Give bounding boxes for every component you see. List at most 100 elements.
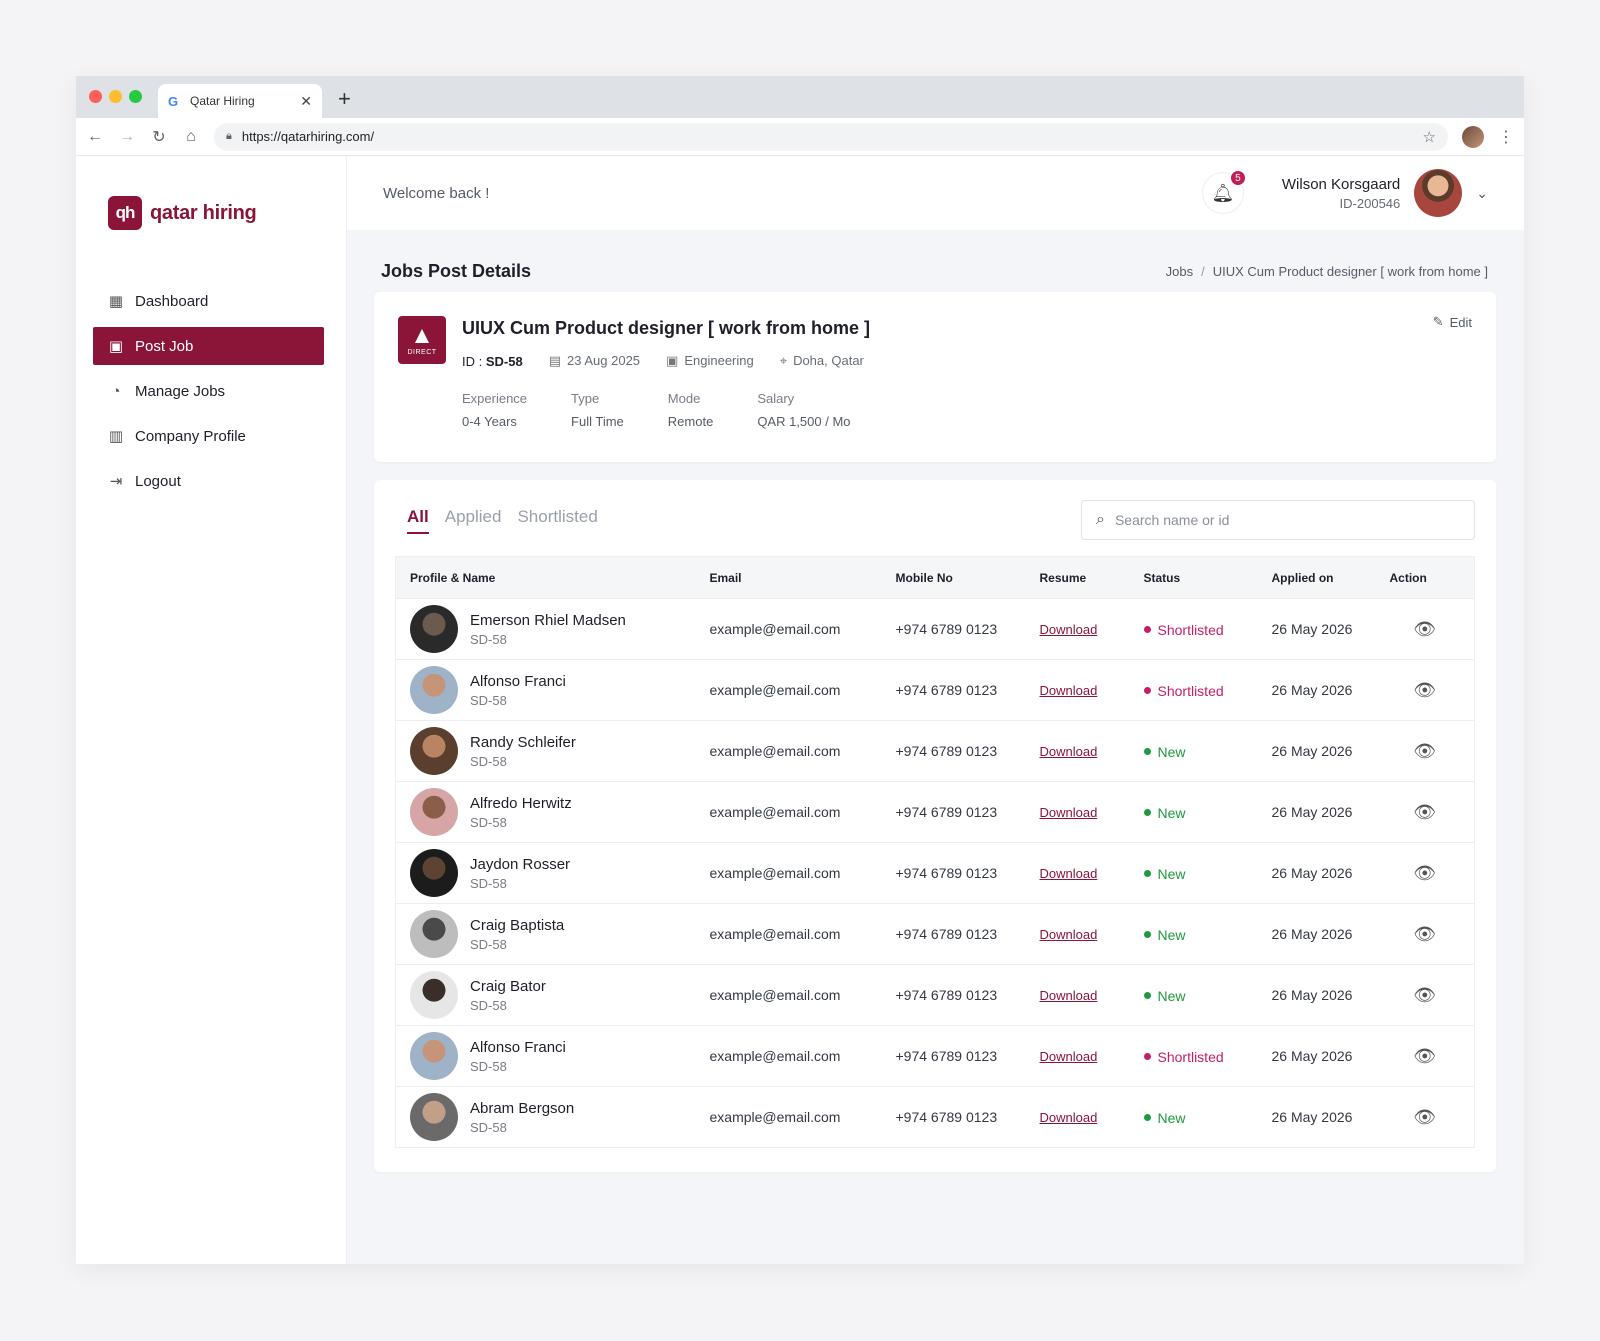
eye-icon[interactable]: 👁︎ bbox=[1375, 842, 1475, 904]
tab-all[interactable]: All bbox=[407, 507, 429, 534]
sidebar-item-dashboard[interactable]: ▦ Dashboard bbox=[93, 282, 324, 320]
status-text: New bbox=[1157, 865, 1186, 882]
download-resume-link[interactable]: Download bbox=[1039, 622, 1098, 637]
eye-icon[interactable]: 👁︎ bbox=[1375, 1025, 1475, 1087]
table-row[interactable]: Jaydon Rosser SD-58 example@email.com +9… bbox=[395, 842, 1475, 904]
spec-label: Mode bbox=[667, 391, 701, 406]
eye-icon[interactable]: 👁︎ bbox=[1375, 964, 1475, 1026]
sidebar-item-label: Post Job bbox=[135, 337, 194, 355]
new-tab-icon[interactable]: + bbox=[338, 86, 351, 111]
cell-profile: Alfonso Franci SD-58 bbox=[395, 659, 696, 721]
more-menu-icon[interactable]: ⋮ bbox=[1498, 128, 1514, 146]
brand-logo[interactable]: qh qatar hiring bbox=[76, 196, 346, 230]
eye-icon[interactable]: 👁︎ bbox=[1375, 720, 1475, 782]
browser-tab[interactable]: G Qatar Hiring ✕ bbox=[158, 84, 322, 118]
bookmark-star-icon[interactable]: ☆ bbox=[1422, 128, 1436, 146]
url-text: https://qatarhiring.com/ bbox=[241, 129, 375, 144]
sidebar-item-post-job[interactable]: ▣ Post Job bbox=[93, 327, 324, 365]
cell-mobile: +974 6789 0123 bbox=[881, 598, 1026, 660]
cell-applied-on: 26 May 2026 bbox=[1257, 903, 1376, 965]
cell-mobile: +974 6789 0123 bbox=[881, 903, 1026, 965]
candidate-info: Alfredo Herwitz SD-58 bbox=[470, 795, 572, 830]
table-row[interactable]: Alfonso Franci SD-58 example@email.com +… bbox=[395, 1025, 1475, 1087]
download-resume-link[interactable]: Download bbox=[1039, 805, 1098, 820]
candidate-avatar bbox=[410, 727, 458, 775]
candidate-avatar bbox=[410, 1032, 458, 1080]
download-resume-link[interactable]: Download bbox=[1039, 744, 1098, 759]
eye-icon[interactable]: 👁︎ bbox=[1375, 903, 1475, 965]
table-row[interactable]: Alfredo Herwitz SD-58 example@email.com … bbox=[395, 781, 1475, 843]
maximize-window-button[interactable] bbox=[129, 90, 142, 103]
cell-email: example@email.com bbox=[695, 781, 882, 843]
minimize-window-button[interactable] bbox=[109, 90, 122, 103]
sidebar-item-manage-jobs[interactable]: ◔ Manage Jobs bbox=[93, 372, 324, 410]
tab-close-icon[interactable]: ✕ bbox=[300, 92, 312, 109]
sidebar-item-company-profile[interactable]: ▥ Company Profile bbox=[93, 417, 324, 455]
forward-icon[interactable]: → bbox=[119, 127, 135, 145]
sidebar-item-logout[interactable]: ⇥ Logout bbox=[93, 462, 324, 500]
candidate-id: SD-58 bbox=[470, 997, 507, 1013]
edit-label: Edit bbox=[1449, 314, 1472, 330]
download-resume-link[interactable]: Download bbox=[1039, 1049, 1098, 1064]
spec-experience: Experience 0-4 Years bbox=[462, 391, 527, 429]
pie-chart-icon: ◔ bbox=[111, 382, 121, 400]
table-row[interactable]: Emerson Rhiel Madsen SD-58 example@email… bbox=[395, 598, 1475, 660]
job-meta: ID : SD-58 ▤ 23 Aug 2025 ▣ Engineering ⌖ Do… bbox=[462, 353, 870, 369]
breadcrumb-current: UIUX Cum Product designer [ work from ho… bbox=[1212, 263, 1488, 279]
download-resume-link[interactable]: Download bbox=[1039, 988, 1098, 1003]
url-field[interactable]: 🔒︎ https://qatarhiring.com/ ☆ bbox=[214, 122, 1448, 151]
download-resume-link[interactable]: Download bbox=[1039, 866, 1098, 881]
eye-icon[interactable]: 👁︎ bbox=[1375, 1086, 1475, 1148]
table-row[interactable]: Craig Baptista SD-58 example@email.com +… bbox=[395, 903, 1475, 965]
tab-shortlisted[interactable]: Shortlisted bbox=[517, 506, 598, 526]
tab-applied[interactable]: Applied bbox=[444, 506, 502, 526]
user-avatar[interactable] bbox=[1414, 169, 1463, 217]
header-resume: Resume bbox=[1039, 570, 1087, 585]
table-row[interactable]: Abram Bergson SD-58 example@email.com +9… bbox=[395, 1086, 1475, 1148]
download-resume-link[interactable]: Download bbox=[1039, 683, 1098, 698]
eye-icon[interactable]: 👁︎ bbox=[1375, 781, 1475, 843]
candidate-profile: Alfonso Franci SD-58 bbox=[410, 1032, 682, 1080]
candidate-id: SD-58 bbox=[470, 936, 507, 952]
cell-email: example@email.com bbox=[695, 720, 882, 782]
cell-applied-on: 26 May 2026 bbox=[1257, 720, 1376, 782]
cell-mobile: +974 6789 0123 bbox=[881, 1025, 1026, 1087]
notifications-button[interactable]: 🔔︎ 5 bbox=[1201, 169, 1247, 214]
header-profile: Profile & Name bbox=[410, 570, 496, 585]
cell-email: example@email.com bbox=[695, 964, 882, 1026]
profile-avatar[interactable] bbox=[1462, 125, 1484, 148]
back-icon[interactable]: ← bbox=[87, 127, 103, 145]
header-action: Action bbox=[1389, 570, 1427, 585]
candidate-info: Craig Baptista SD-58 bbox=[470, 917, 564, 952]
cell-resume: Download bbox=[1025, 1025, 1130, 1087]
cell-status: New bbox=[1129, 964, 1258, 1026]
reload-icon[interactable]: ↻ bbox=[152, 128, 166, 146]
eye-icon[interactable]: 👁︎ bbox=[1375, 598, 1475, 660]
candidate-info: Randy Schleifer SD-58 bbox=[470, 734, 576, 769]
cell-applied-on: 26 May 2026 bbox=[1257, 1025, 1376, 1087]
download-resume-link[interactable]: Download bbox=[1039, 1110, 1098, 1125]
download-resume-link[interactable]: Download bbox=[1039, 927, 1098, 942]
home-icon[interactable]: ⌂ bbox=[186, 127, 196, 145]
table-row[interactable]: Alfonso Franci SD-58 example@email.com +… bbox=[395, 659, 1475, 721]
table-row[interactable]: Craig Bator SD-58 example@email.com +974… bbox=[395, 964, 1475, 1026]
candidate-id: SD-58 bbox=[470, 814, 507, 830]
cell-applied-on: 26 May 2026 bbox=[1257, 781, 1376, 843]
eye-icon[interactable]: 👁︎ bbox=[1375, 659, 1475, 721]
cell-status: Shortlisted bbox=[1129, 659, 1258, 721]
close-window-button[interactable] bbox=[89, 90, 102, 103]
candidate-profile: Alfredo Herwitz SD-58 bbox=[410, 788, 682, 836]
header-status: Status bbox=[1143, 570, 1181, 585]
table-row[interactable]: Randy Schleifer SD-58 example@email.com … bbox=[395, 720, 1475, 782]
breadcrumb-jobs-link[interactable]: Jobs bbox=[1165, 263, 1194, 279]
user-info[interactable]: Wilson Korsgaard ID-200546 bbox=[1282, 176, 1400, 211]
cell-resume: Download bbox=[1025, 964, 1130, 1026]
search-input[interactable]: ⌕ Search name or id bbox=[1081, 500, 1475, 540]
chevron-down-icon[interactable]: ⌄ bbox=[1476, 184, 1488, 201]
job-location: ⌖ Doha, Qatar bbox=[780, 353, 864, 369]
location-pin-icon: ⌖ bbox=[779, 353, 788, 368]
grid-icon: ▦ bbox=[108, 293, 124, 310]
edit-button[interactable]: ✎ Edit bbox=[1433, 314, 1472, 330]
sidebar-item-label: Manage Jobs bbox=[135, 382, 226, 400]
notification-count-badge: 5 bbox=[1228, 169, 1247, 187]
